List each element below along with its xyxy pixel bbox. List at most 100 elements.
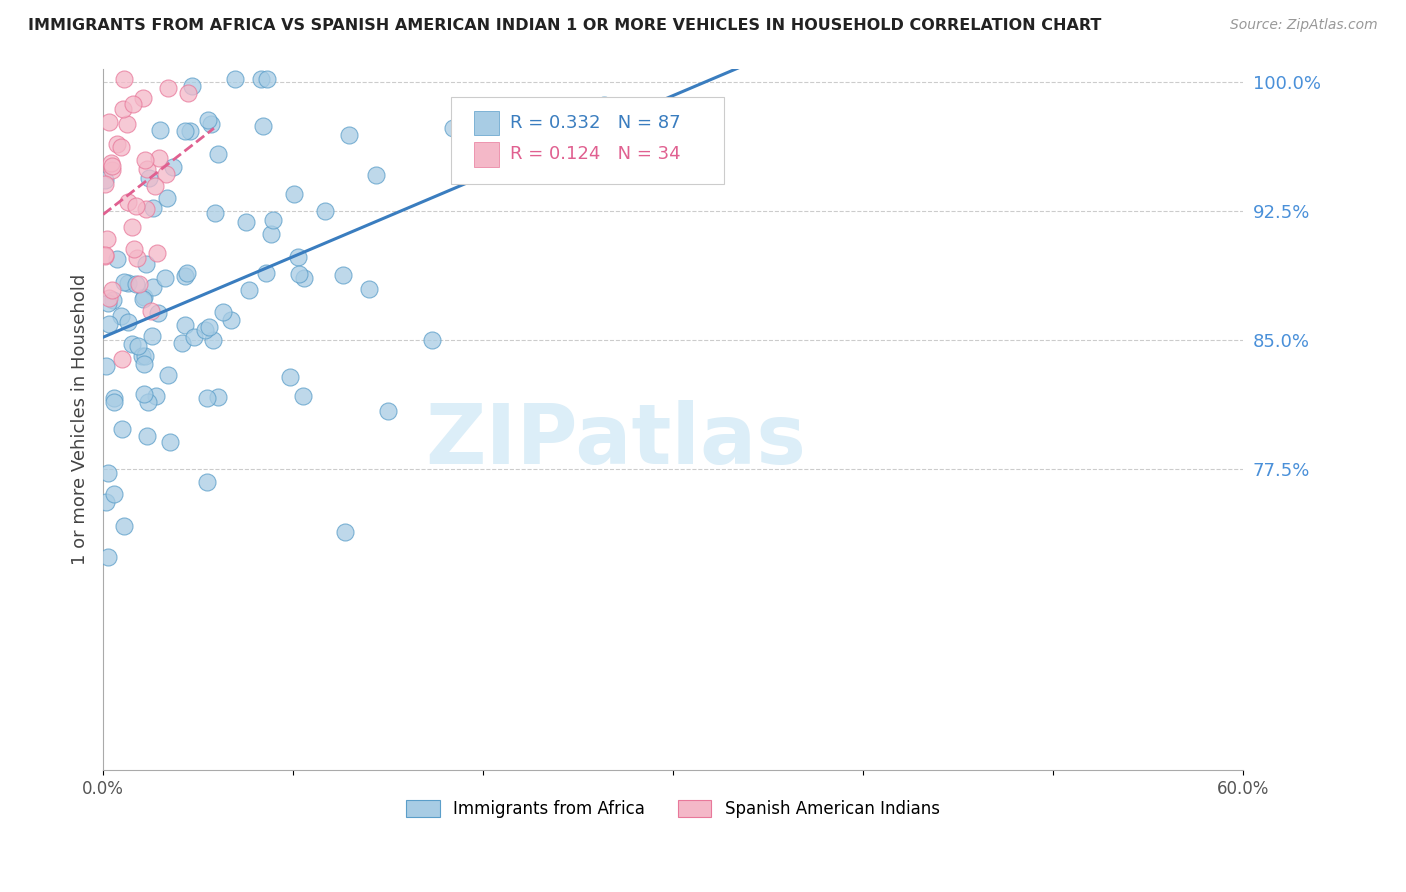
Point <box>96 232 118 246</box>
Point <box>197 113 219 128</box>
Point <box>117 315 139 329</box>
Point <box>357 282 380 296</box>
Point <box>143 178 166 193</box>
Point <box>149 122 172 136</box>
Point <box>148 306 170 320</box>
Point <box>174 124 197 138</box>
Point <box>134 349 156 363</box>
Point <box>162 160 184 174</box>
Point <box>207 390 229 404</box>
Point <box>181 79 204 94</box>
Point <box>97 295 120 310</box>
Legend: Immigrants from Africa, Spanish American Indians: Immigrants from Africa, Spanish American… <box>399 793 946 825</box>
Point <box>207 147 229 161</box>
Point <box>141 303 163 318</box>
Point <box>179 123 201 137</box>
FancyBboxPatch shape <box>474 142 499 167</box>
Point <box>132 290 155 304</box>
Point <box>112 519 135 533</box>
Point <box>132 387 155 401</box>
Point <box>122 96 145 111</box>
Point <box>235 215 257 229</box>
Point <box>94 359 117 373</box>
Point <box>131 349 153 363</box>
Point <box>260 227 283 241</box>
Point <box>124 199 146 213</box>
Text: R = 0.124   N = 34: R = 0.124 N = 34 <box>510 145 681 163</box>
Point <box>94 248 117 262</box>
Point <box>121 220 143 235</box>
Point <box>110 309 132 323</box>
Point <box>134 153 156 167</box>
Point <box>94 250 117 264</box>
Point <box>238 284 260 298</box>
Point <box>112 275 135 289</box>
Point <box>122 242 145 256</box>
Point <box>110 140 132 154</box>
Point <box>288 268 311 282</box>
Point <box>132 91 155 105</box>
Point <box>94 173 117 187</box>
Point <box>97 114 120 128</box>
Point <box>97 466 120 480</box>
Point <box>105 136 128 151</box>
Point <box>159 435 181 450</box>
Point <box>117 194 139 209</box>
Point <box>252 119 274 133</box>
Point <box>111 351 134 366</box>
Point <box>142 202 165 216</box>
Point <box>101 283 124 297</box>
Point <box>441 120 464 135</box>
Point <box>256 71 278 86</box>
Point <box>224 71 246 86</box>
Point <box>337 128 360 142</box>
Point <box>125 277 148 292</box>
Point <box>156 191 179 205</box>
Point <box>283 187 305 202</box>
Point <box>136 394 159 409</box>
Point <box>94 178 117 192</box>
Text: Source: ZipAtlas.com: Source: ZipAtlas.com <box>1230 18 1378 32</box>
Point <box>134 358 156 372</box>
Point <box>332 268 354 283</box>
Point <box>103 487 125 501</box>
Point <box>200 117 222 131</box>
Point <box>333 524 356 539</box>
Point <box>176 266 198 280</box>
Point <box>111 422 134 436</box>
Point <box>97 317 120 331</box>
Point <box>204 205 226 219</box>
Point <box>174 268 197 283</box>
Point <box>219 312 242 326</box>
Point <box>100 156 122 170</box>
Point <box>125 252 148 266</box>
Point <box>155 167 177 181</box>
Point <box>377 404 399 418</box>
Point <box>98 292 121 306</box>
Text: IMMIGRANTS FROM AFRICA VS SPANISH AMERICAN INDIAN 1 OR MORE VEHICLES IN HOUSEHOL: IMMIGRANTS FROM AFRICA VS SPANISH AMERIC… <box>28 18 1101 33</box>
Text: R = 0.332   N = 87: R = 0.332 N = 87 <box>510 113 681 131</box>
Point <box>97 549 120 564</box>
Point <box>291 388 314 402</box>
FancyBboxPatch shape <box>474 111 499 136</box>
Point <box>212 305 235 319</box>
Point <box>141 280 163 294</box>
Point <box>364 169 387 183</box>
Point <box>103 395 125 409</box>
Point <box>292 271 315 285</box>
Y-axis label: 1 or more Vehicles in Household: 1 or more Vehicles in Household <box>72 274 89 565</box>
Point <box>135 202 157 217</box>
Point <box>592 98 614 112</box>
FancyBboxPatch shape <box>451 96 724 185</box>
Point <box>157 81 180 95</box>
Point <box>174 318 197 333</box>
Point <box>138 170 160 185</box>
Point <box>195 475 218 489</box>
Point <box>156 368 179 382</box>
Point <box>136 429 159 443</box>
Point <box>195 391 218 405</box>
Point <box>128 277 150 291</box>
Point <box>262 213 284 227</box>
Point <box>278 369 301 384</box>
Text: ZIPatlas: ZIPatlas <box>426 400 807 481</box>
